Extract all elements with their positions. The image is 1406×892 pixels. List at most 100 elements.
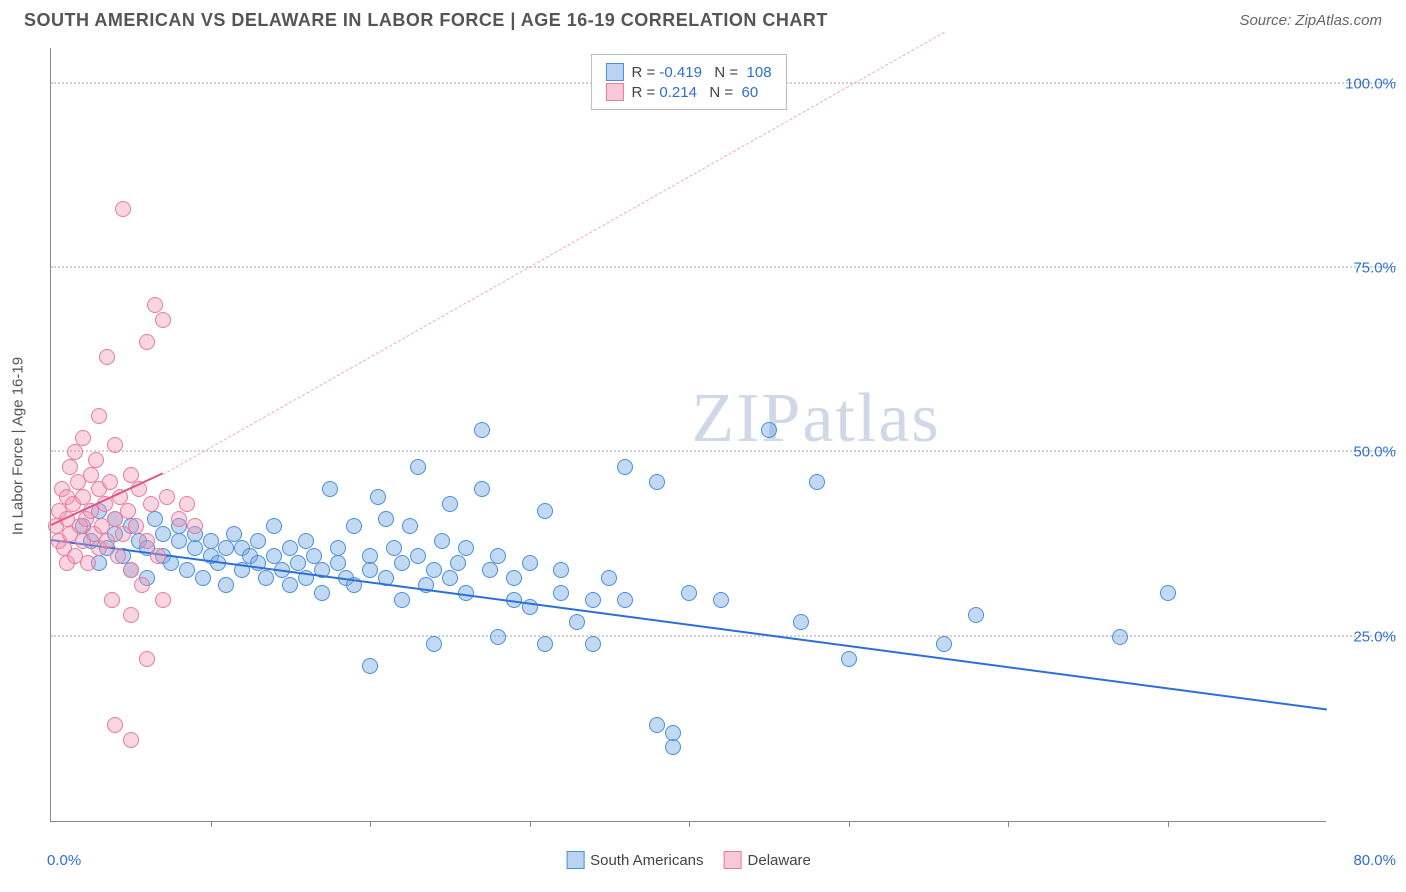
data-point xyxy=(362,658,378,674)
legend-item: Delaware xyxy=(724,851,811,869)
data-point xyxy=(458,540,474,556)
x-tick xyxy=(370,821,371,827)
legend-swatch xyxy=(724,851,742,869)
data-point xyxy=(195,570,211,586)
data-point xyxy=(362,562,378,578)
data-point xyxy=(809,474,825,490)
data-point xyxy=(123,732,139,748)
legend-swatch xyxy=(566,851,584,869)
data-point xyxy=(75,489,91,505)
legend-item: South Americans xyxy=(566,851,703,869)
data-point xyxy=(107,717,123,733)
data-point xyxy=(601,570,617,586)
data-point xyxy=(322,481,338,497)
data-point xyxy=(218,577,234,593)
chart-source: Source: ZipAtlas.com xyxy=(1239,12,1382,29)
y-axis-label: In Labor Force | Age 16-19 xyxy=(10,357,27,535)
data-point xyxy=(266,548,282,564)
data-point xyxy=(649,474,665,490)
data-point xyxy=(362,548,378,564)
data-point xyxy=(450,555,466,571)
y-tick-label: 25.0% xyxy=(1336,628,1396,645)
chart-title: SOUTH AMERICAN VS DELAWARE IN LABOR FORC… xyxy=(24,10,828,31)
y-tick-label: 75.0% xyxy=(1336,260,1396,277)
data-point xyxy=(298,533,314,549)
data-point xyxy=(617,592,633,608)
legend-swatch xyxy=(605,83,623,101)
data-point xyxy=(841,651,857,667)
data-point xyxy=(681,585,697,601)
chart-plot-area: ZIPatlas 25.0%50.0%75.0%100.0%0.0%80.0% … xyxy=(50,48,1326,822)
data-point xyxy=(102,474,118,490)
x-tick xyxy=(849,821,850,827)
data-point xyxy=(522,555,538,571)
data-point xyxy=(490,629,506,645)
stats-text: R = -0.419 N = 108 xyxy=(631,64,771,81)
trend-line xyxy=(162,31,944,474)
data-point xyxy=(410,459,426,475)
watermark: ZIPatlas xyxy=(691,379,940,459)
chart-header: SOUTH AMERICAN VS DELAWARE IN LABOR FORC… xyxy=(0,0,1406,37)
data-point xyxy=(537,636,553,652)
stats-legend-row: R = 0.214 N = 60 xyxy=(605,83,771,101)
legend-label: South Americans xyxy=(590,852,703,869)
data-point xyxy=(99,349,115,365)
data-point xyxy=(155,312,171,328)
data-point xyxy=(649,717,665,733)
data-point xyxy=(713,592,729,608)
y-tick-label: 100.0% xyxy=(1336,75,1396,92)
data-point xyxy=(91,408,107,424)
data-point xyxy=(370,489,386,505)
data-point xyxy=(346,518,362,534)
legend-label: Delaware xyxy=(748,852,811,869)
x-tick xyxy=(1168,821,1169,827)
stats-legend-row: R = -0.419 N = 108 xyxy=(605,63,771,81)
data-point xyxy=(1160,585,1176,601)
data-point xyxy=(147,297,163,313)
data-point xyxy=(187,540,203,556)
data-point xyxy=(553,562,569,578)
data-point xyxy=(123,562,139,578)
watermark-atlas: atlas xyxy=(802,380,940,457)
gridline xyxy=(51,635,1396,637)
data-point xyxy=(147,511,163,527)
data-point xyxy=(394,555,410,571)
data-point xyxy=(282,540,298,556)
data-point xyxy=(968,607,984,623)
data-point xyxy=(761,422,777,438)
trend-line xyxy=(51,539,1327,711)
data-point xyxy=(99,533,115,549)
watermark-zip: ZIP xyxy=(691,380,802,457)
data-point xyxy=(143,496,159,512)
data-point xyxy=(474,481,490,497)
data-point xyxy=(474,422,490,438)
data-point xyxy=(585,592,601,608)
data-point xyxy=(62,459,78,475)
data-point xyxy=(665,725,681,741)
data-point xyxy=(402,518,418,534)
data-point xyxy=(67,444,83,460)
series-legend: South Americans Delaware xyxy=(566,851,811,869)
data-point xyxy=(226,526,242,542)
data-point xyxy=(426,562,442,578)
data-point xyxy=(537,503,553,519)
gridline xyxy=(51,450,1396,452)
data-point xyxy=(386,540,402,556)
x-tick xyxy=(211,821,212,827)
data-point xyxy=(482,562,498,578)
data-point xyxy=(139,334,155,350)
data-point xyxy=(378,511,394,527)
stats-legend: R = -0.419 N = 108 R = 0.214 N = 60 xyxy=(590,54,786,110)
gridline xyxy=(51,266,1396,268)
data-point xyxy=(187,518,203,534)
data-point xyxy=(218,540,234,556)
data-point xyxy=(585,636,601,652)
data-point xyxy=(123,467,139,483)
data-point xyxy=(330,540,346,556)
data-point xyxy=(793,614,809,630)
data-point xyxy=(80,555,96,571)
data-point xyxy=(134,577,150,593)
data-point xyxy=(617,459,633,475)
x-tick xyxy=(530,821,531,827)
y-tick-label: 50.0% xyxy=(1336,444,1396,461)
